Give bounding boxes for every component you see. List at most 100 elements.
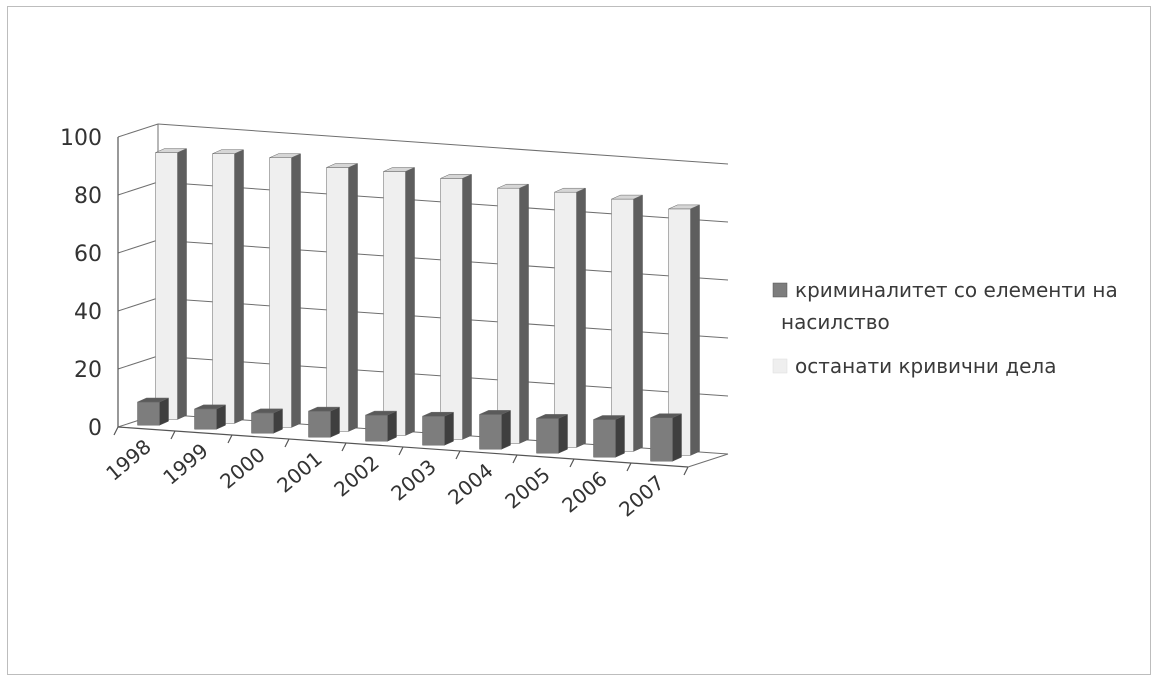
bar-side	[177, 148, 187, 420]
bar-front	[479, 414, 502, 450]
x-category-label: 1998	[101, 434, 155, 485]
bar-top	[137, 397, 169, 403]
bar-s1-2005	[554, 187, 586, 448]
x-tick-mark	[341, 442, 347, 452]
bar-front	[440, 178, 463, 440]
bar-top	[497, 183, 529, 189]
bar-side	[615, 415, 625, 458]
bar-s1-1999	[212, 149, 244, 424]
chart-frame: 0 20 40 60 80 100 1998 1999 2000 2001 2002 2003 200…	[7, 6, 1151, 675]
bar-s1-2000	[269, 153, 301, 428]
x-tick-mark	[569, 458, 575, 468]
bar-front	[593, 419, 616, 458]
bar-front	[251, 412, 274, 434]
bar-front	[497, 187, 520, 444]
x-tick-mark	[113, 426, 119, 436]
bar-front	[308, 410, 331, 438]
gridline-side-40	[117, 297, 159, 312]
bar-side	[558, 414, 568, 454]
bar-side	[576, 187, 586, 448]
legend-item-0: криминалитет со елементи на насилство	[772, 278, 1118, 334]
x-category-label: 2005	[500, 462, 554, 513]
x-tick-mark	[512, 454, 518, 464]
bar-side	[501, 410, 511, 450]
bar-top	[383, 167, 415, 172]
bar-s1-2002	[383, 167, 415, 436]
bar-top	[212, 149, 244, 154]
y-tick-labels: 0 20 40 60 80 100	[60, 126, 102, 441]
bar-top	[269, 153, 301, 158]
bar-top	[308, 406, 340, 412]
y-tick-label: 20	[74, 358, 102, 383]
bar-front	[137, 401, 160, 426]
bar-top	[194, 404, 226, 410]
bar-side	[462, 174, 472, 440]
gridline-side-100	[117, 123, 159, 138]
bar-s1-2003	[440, 174, 472, 440]
bar-side	[519, 183, 529, 444]
x-tick-mark	[455, 450, 461, 460]
legend-swatch	[772, 358, 788, 374]
bar-side	[348, 163, 358, 432]
bar-top	[365, 410, 397, 416]
x-tick-mark	[398, 446, 404, 456]
bar-side	[234, 149, 244, 424]
bar-s0-1998	[137, 397, 169, 426]
bar-side	[444, 411, 454, 446]
y-tick-label: 40	[74, 300, 102, 325]
x-tick-mark	[227, 434, 233, 444]
bar-s0-2007	[650, 413, 682, 462]
gridline-side-80	[117, 181, 159, 196]
bar-s0-2005	[536, 414, 568, 454]
bar-front	[194, 408, 217, 430]
bar-s1-2001	[326, 163, 358, 432]
bar-s0-2002	[365, 410, 397, 442]
bar-side	[387, 410, 397, 442]
legend-label: криминалитет со елементи на	[795, 278, 1118, 302]
bar-front	[326, 167, 349, 432]
x-tick-mark	[683, 466, 689, 476]
bar-s0-1999	[194, 404, 226, 430]
x-category-label: 1999	[158, 438, 212, 489]
bar-s0-2001	[308, 406, 340, 438]
bar-side	[291, 153, 301, 428]
bar-top	[554, 187, 586, 193]
bar-top	[668, 204, 700, 210]
bar-s0-2006	[593, 415, 625, 458]
bar-top	[155, 148, 187, 153]
bar-side	[330, 406, 340, 438]
bar-side	[405, 167, 415, 436]
x-category-label: 2006	[557, 466, 611, 517]
bar-side	[159, 397, 169, 426]
gridline-side-60	[117, 239, 159, 254]
x-category-label: 2001	[272, 446, 326, 497]
bar-front	[269, 157, 292, 428]
x-category-label: 2000	[215, 442, 269, 493]
bar-front	[650, 417, 673, 462]
x-category-label: 2002	[329, 450, 383, 501]
legend-swatch	[772, 282, 788, 298]
x-category-label: 2003	[386, 454, 440, 505]
bar-front	[422, 415, 445, 446]
bar-top	[536, 414, 568, 419]
bar-front	[611, 198, 634, 452]
bar-s0-2004	[479, 410, 511, 450]
bar-s1-2004	[497, 183, 529, 444]
x-tick-mark	[284, 438, 290, 448]
bar-top	[611, 194, 643, 200]
bar-front	[365, 414, 388, 442]
category-labels: 1998 1999 2000 2001 2002 2003 2004 2005 2006 2007	[101, 434, 668, 521]
gridline-side-20	[117, 355, 159, 370]
legend-label: насилство	[781, 310, 890, 334]
bar-top	[650, 413, 682, 418]
y-tick-label: 0	[88, 416, 102, 441]
bar-top	[479, 410, 511, 415]
bar-s1-1998	[155, 148, 187, 420]
bar-s1-2006	[611, 194, 643, 452]
y-tick-label: 60	[74, 242, 102, 267]
bar-front	[383, 171, 406, 436]
gridline-back-100	[157, 123, 729, 165]
bar-side	[672, 413, 682, 462]
bar-front	[212, 153, 235, 424]
